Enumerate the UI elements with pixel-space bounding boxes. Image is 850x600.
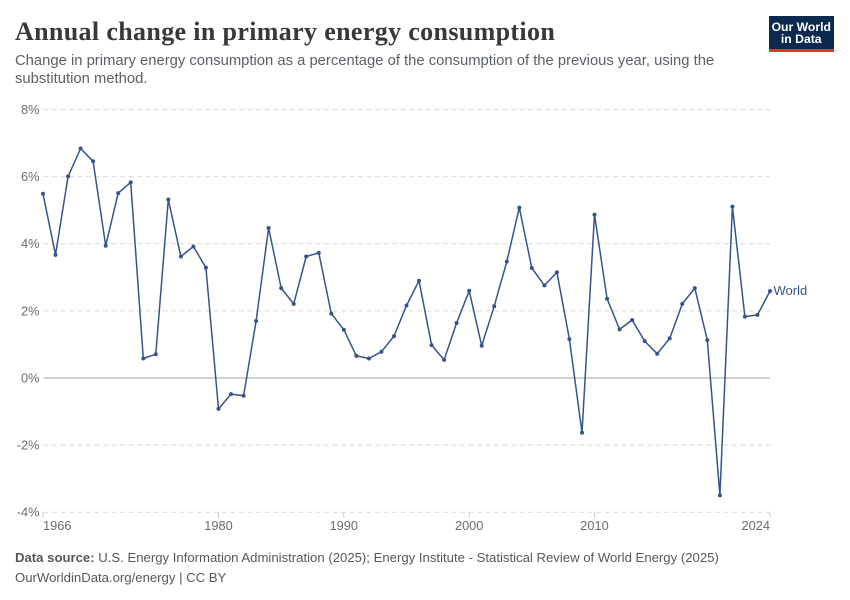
svg-text:2024: 2024 [742,518,770,533]
svg-text:World: World [774,283,808,298]
svg-text:1980: 1980 [204,518,232,533]
svg-text:8%: 8% [21,102,40,117]
svg-text:2%: 2% [21,303,40,318]
svg-text:-2%: -2% [17,438,40,453]
svg-text:-4%: -4% [17,505,40,520]
svg-text:2010: 2010 [580,518,608,533]
svg-text:6%: 6% [21,169,40,184]
svg-text:2000: 2000 [455,518,483,533]
svg-text:1990: 1990 [330,518,358,533]
svg-text:4%: 4% [21,236,40,251]
svg-text:1966: 1966 [43,518,71,533]
svg-text:0%: 0% [21,370,40,385]
